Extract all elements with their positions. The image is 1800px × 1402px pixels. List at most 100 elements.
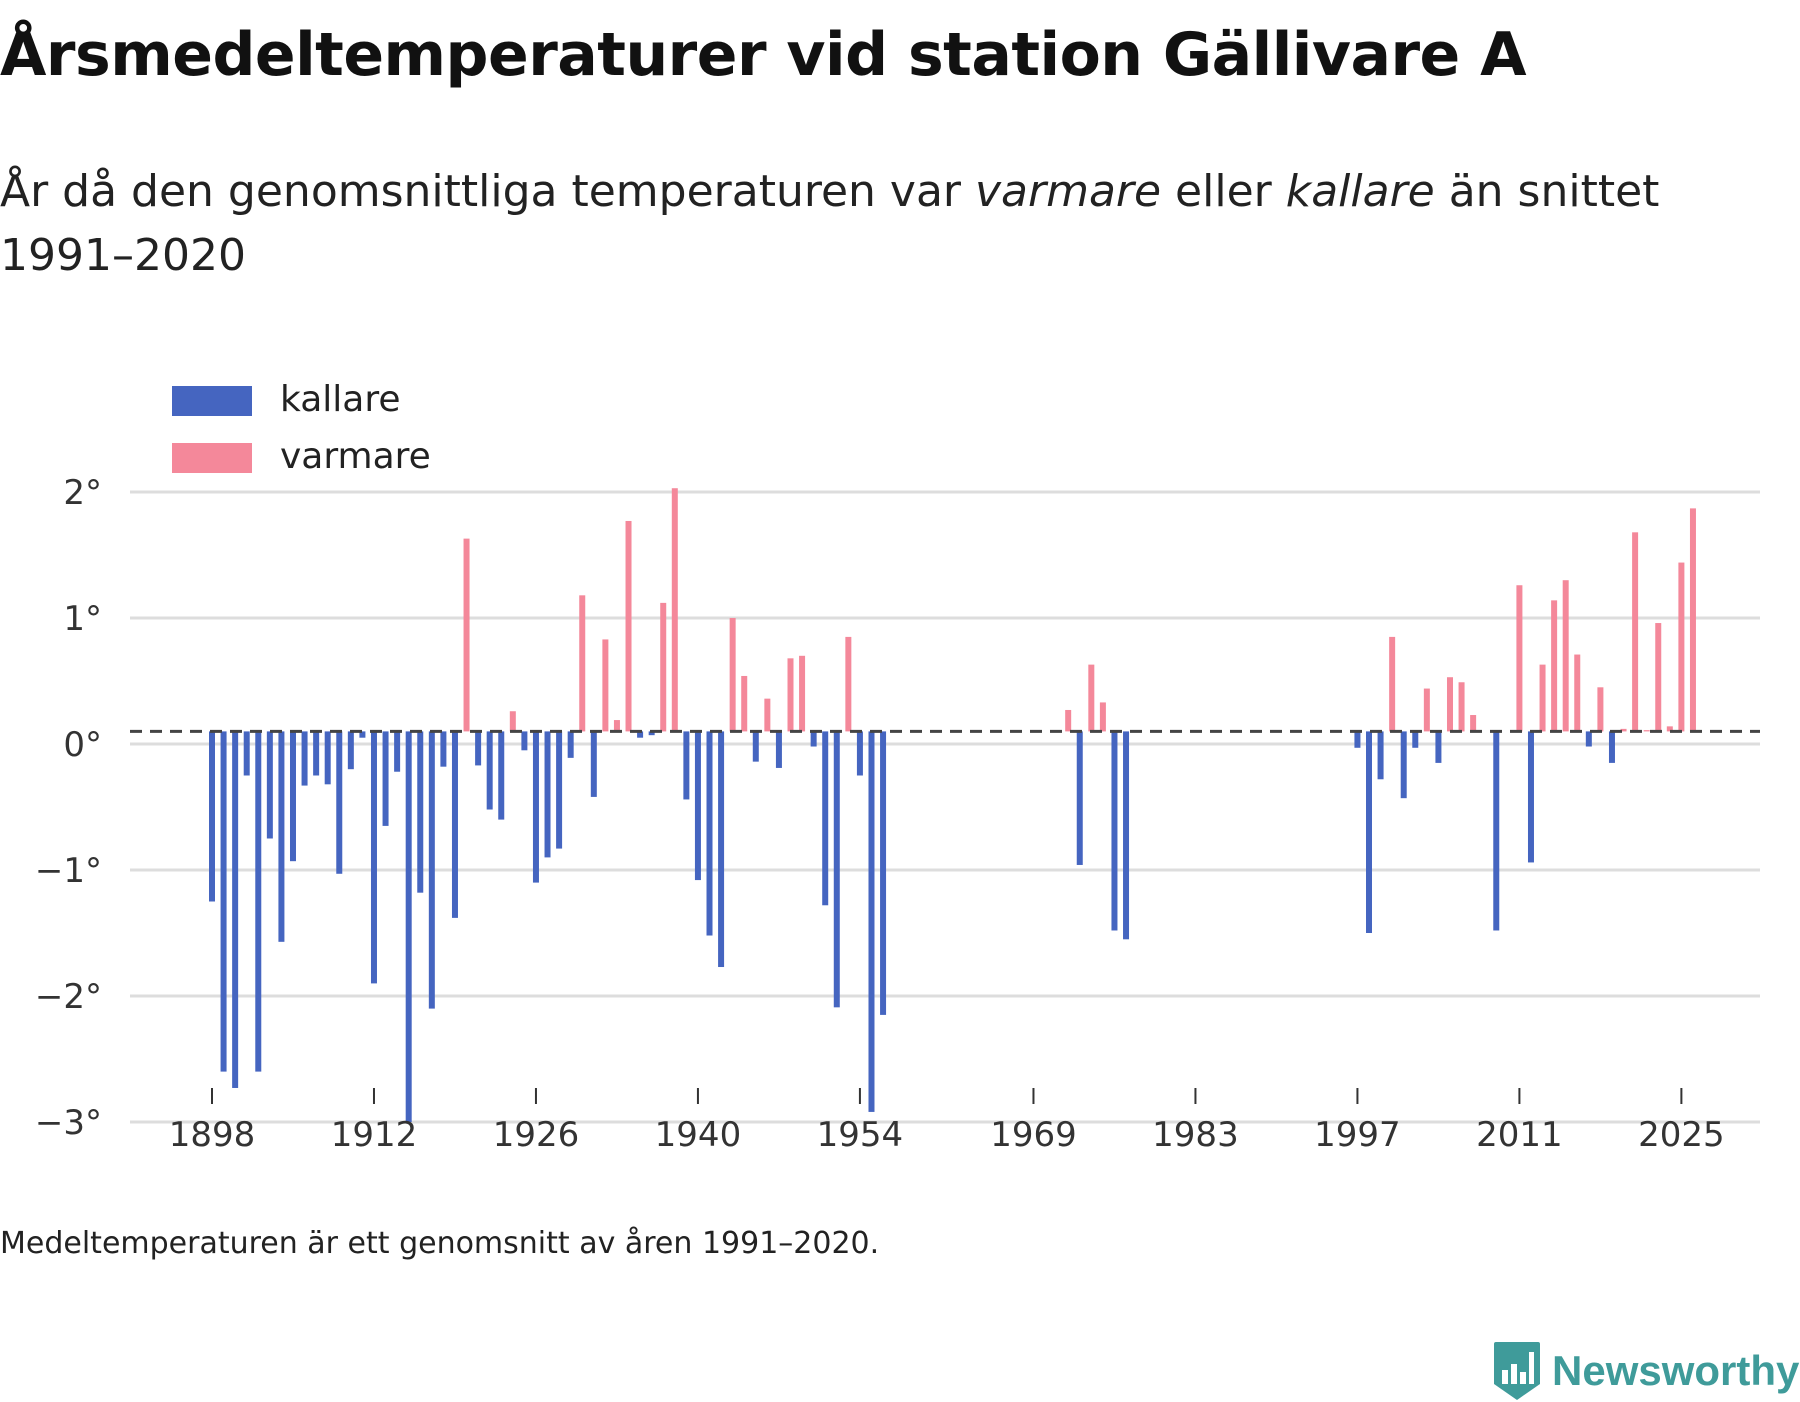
bar-kallare	[278, 731, 285, 942]
x-tick-label: 1898	[169, 1115, 256, 1155]
bar-varmare	[1099, 702, 1106, 732]
bar-kallare	[1123, 731, 1130, 940]
bar-kallare	[1608, 731, 1615, 763]
bar-kallare	[1377, 731, 1384, 780]
bar-kallare	[683, 731, 690, 800]
bar-varmare	[1551, 600, 1558, 732]
bar-varmare	[579, 595, 586, 732]
bar-kallare	[833, 731, 840, 1008]
bar-varmare	[671, 488, 678, 732]
bar-kallare	[382, 731, 389, 826]
bar-kallare	[1111, 731, 1118, 931]
x-tick-label: 1969	[990, 1115, 1077, 1155]
y-tick-label: −3°	[35, 1103, 102, 1143]
bar-kallare	[648, 731, 655, 736]
subtitle-warmer-word: varmare	[974, 166, 1162, 217]
bar-varmare	[1423, 688, 1430, 732]
y-tick-label: −2°	[35, 977, 102, 1017]
bar-varmare	[1643, 730, 1650, 732]
bar-kallare	[856, 731, 863, 776]
bar-varmare	[1620, 728, 1627, 732]
bar-kallare	[336, 731, 343, 874]
bar-varmare	[1574, 654, 1581, 732]
bar-varmare	[1389, 636, 1396, 732]
bar-varmare	[509, 711, 516, 732]
brand-logo[interactable]: Newsworthy	[1492, 1340, 1799, 1402]
bar-kallare	[486, 731, 493, 810]
bar-varmare	[1446, 677, 1453, 732]
bar-kallare	[532, 731, 539, 883]
legend-label-varmare: varmare	[280, 436, 431, 477]
bar-kallare	[220, 731, 227, 1072]
bar-varmare	[1470, 715, 1477, 732]
footnote: Medeltemperaturen är ett genomsnitt av å…	[0, 1226, 880, 1261]
bar-kallare	[1354, 731, 1361, 748]
brand-name: Newsworthy	[1552, 1347, 1800, 1394]
bar-kallare	[718, 731, 725, 968]
bar-varmare	[660, 602, 667, 732]
bar-kallare	[498, 731, 505, 820]
bar-kallare	[428, 731, 435, 1009]
bar-kallare	[556, 731, 563, 849]
temperature-bar-chart: 2° 1° 0° −1° −2° −3° 1898 1912 1926 1940 1954 1969 1…	[35, 365, 1760, 1155]
bar-varmare	[787, 658, 794, 732]
bar-kallare	[1435, 731, 1442, 763]
bar-kallare	[405, 731, 412, 1122]
bar-kallare	[324, 731, 331, 785]
bar-kallare	[544, 731, 551, 858]
bar-kallare	[1412, 731, 1419, 748]
chart-subtitle: År då den genomsnittliga temperaturen va…	[0, 160, 1700, 288]
bar-varmare	[1516, 585, 1523, 732]
y-tick-label: 1°	[63, 599, 102, 639]
bar-varmare	[1597, 687, 1604, 732]
bar-varmare	[764, 698, 771, 732]
bar-kallare	[313, 731, 320, 776]
bar-varmare	[729, 618, 736, 732]
bar-kallare	[822, 731, 829, 906]
bar-kallare	[370, 731, 377, 984]
x-tick-label: 2025	[1638, 1115, 1725, 1155]
x-tick-label: 1954	[817, 1115, 904, 1155]
bar-kallare	[1076, 731, 1083, 865]
x-tick-label: 2011	[1476, 1115, 1563, 1155]
bar-varmare	[1065, 709, 1072, 732]
x-tick-label: 1997	[1314, 1115, 1401, 1155]
bar-kallare	[810, 731, 817, 747]
bar-kallare	[694, 731, 701, 881]
subtitle-part-1: År då den genomsnittliga temperaturen va…	[0, 166, 975, 217]
bar-kallare	[752, 731, 759, 762]
bar-kallare	[347, 731, 354, 770]
bar-kallare	[1366, 731, 1372, 933]
bar-varmare	[1666, 726, 1673, 732]
x-tick-label: 1926	[493, 1115, 580, 1155]
bar-varmare	[1632, 532, 1639, 732]
bar-kallare	[1527, 731, 1534, 863]
bar-kallare	[266, 731, 273, 839]
x-tick-label: 1940	[655, 1115, 742, 1155]
legend-swatch-kallare	[172, 386, 252, 416]
bar-kallare	[1400, 731, 1407, 799]
bar-varmare	[799, 655, 806, 732]
bar-kallare	[440, 731, 447, 767]
bar-varmare	[1539, 664, 1546, 732]
bar-varmare	[1678, 562, 1685, 732]
bar-varmare	[613, 720, 620, 732]
bar-varmare	[1655, 623, 1662, 732]
bar-kallare	[255, 731, 262, 1072]
bar-kallare	[775, 731, 782, 768]
bar-kallare	[475, 731, 482, 766]
bar-varmare	[1689, 508, 1696, 732]
bar-varmare	[625, 520, 632, 732]
bar-kallare	[880, 731, 887, 1015]
bar-kallare	[567, 731, 574, 758]
bar-kallare	[590, 731, 597, 797]
y-tick-label: 2°	[63, 473, 102, 513]
bar-kallare	[1585, 731, 1592, 747]
bar-varmare	[1088, 664, 1095, 732]
bar-kallare	[243, 731, 250, 776]
bar-kallare	[451, 731, 458, 918]
y-tick-label: −1°	[35, 851, 102, 891]
y-tick-label: 0°	[63, 725, 102, 765]
legend-swatch-varmare	[172, 443, 252, 473]
bar-varmare	[463, 538, 470, 732]
